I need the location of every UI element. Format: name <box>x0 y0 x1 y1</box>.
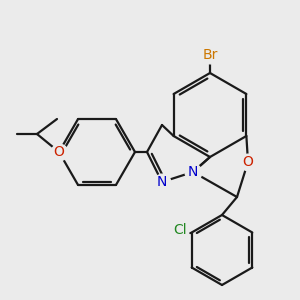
Text: Br: Br <box>202 48 218 62</box>
Text: N: N <box>157 175 167 189</box>
Text: O: O <box>54 145 64 159</box>
Text: O: O <box>243 155 254 169</box>
Text: N: N <box>188 165 198 179</box>
Text: Cl: Cl <box>173 224 187 238</box>
